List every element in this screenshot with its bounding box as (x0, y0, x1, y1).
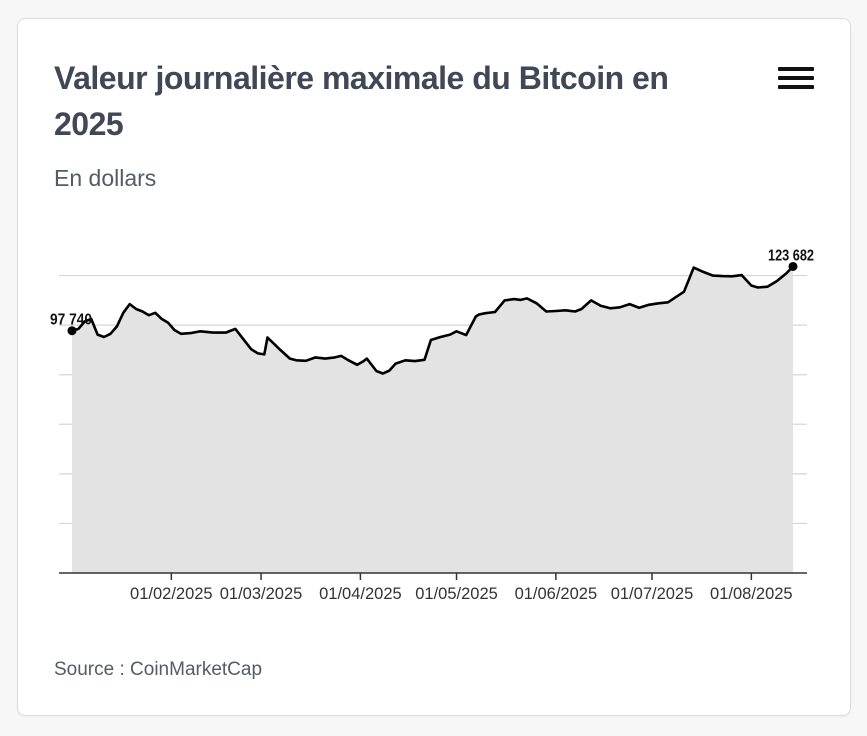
series-line (70, 265, 795, 375)
area-chart: 01/02/2025 01/03/2025 01/04/2025 01/05/2025… (50, 247, 814, 603)
x-tick-label: 01/03/2025 (220, 585, 303, 603)
chart-title: Valeur journalière maximale du Bitcoin e… (54, 60, 669, 142)
menu-bar-middle (778, 76, 814, 80)
hamburger-menu-icon[interactable] (776, 63, 816, 97)
menu-bar-bottom (778, 85, 814, 89)
chart-card: Valeur journalière maximale du Bitcoin e… (17, 18, 851, 716)
x-tick-label: 01/02/2025 (130, 585, 213, 603)
annotation-layer: 97 740 123 682 (50, 247, 814, 336)
x-tick-label: 01/04/2025 (319, 585, 402, 603)
data-point-marker (67, 326, 77, 336)
data-label: 123 682 (768, 247, 814, 264)
x-tick-label: 01/06/2025 (515, 585, 598, 603)
x-tick-label: 01/05/2025 (415, 585, 498, 603)
area-layer (72, 266, 793, 573)
data-point-marker (788, 261, 798, 271)
x-tick-label: 01/08/2025 (710, 585, 793, 603)
area-fill (72, 266, 793, 573)
chart-subtitle: En dollars (54, 165, 157, 191)
menu-bar-top (778, 67, 814, 71)
x-tick-label: 01/07/2025 (611, 585, 694, 603)
x-axis: 01/02/2025 01/03/2025 01/04/2025 01/05/2025… (59, 572, 807, 603)
chart-source: Source : CoinMarketCap (54, 659, 263, 680)
data-label: 97 740 (50, 312, 92, 329)
line-layer (70, 265, 795, 375)
